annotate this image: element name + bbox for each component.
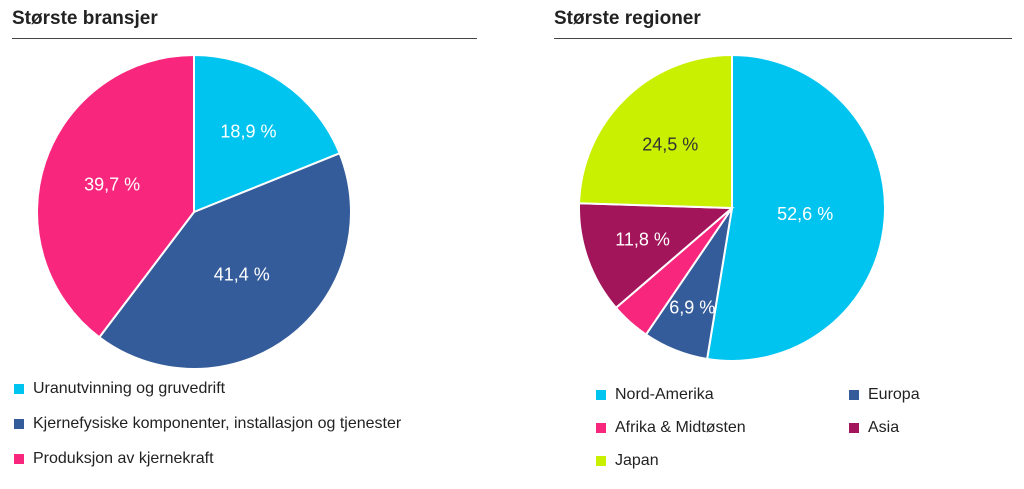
industry-slice-label-kjernefysiske-komponenter-installasjon-og-tjenester: 41,4 % [214, 264, 270, 284]
legend-label: Asia [868, 419, 900, 436]
industries-title: Største bransjer [12, 8, 158, 29]
legend-item-africa-middle-east: Afrika & Midtøsten [596, 419, 746, 437]
legend-item-components: Kjernefysiske komponenter, installasjon … [14, 415, 401, 433]
regions-pie-chart: 52,6 % 6,9 % 11,8 % 24,5 % [578, 53, 886, 362]
legend-swatch [849, 390, 859, 400]
region-slice-label-europa: 6,9 % [669, 297, 715, 317]
region-slice-japan [578, 53, 733, 210]
legend-item-mining: Uranutvinning og gruvedrift [14, 380, 225, 398]
legend-swatch [849, 423, 859, 433]
legend-swatch [14, 454, 24, 464]
legend-swatch [596, 456, 606, 466]
legend-label: Japan [615, 452, 659, 469]
industry-slice-produksjon-av-kjernekraft [36, 53, 195, 339]
legend-label: Produksjon av kjernekraft [33, 450, 214, 467]
legend-item-production: Produksjon av kjernekraft [14, 450, 214, 468]
legend-label: Nord-Amerika [615, 386, 714, 403]
legend-item-asia: Asia [849, 419, 899, 437]
industries-title-rule [12, 38, 477, 39]
legend-swatch [14, 384, 24, 394]
legend-item-europe: Europa [849, 386, 920, 404]
legend-swatch [596, 390, 606, 400]
region-slice-nord-amerika [705, 53, 886, 362]
legend-item-japan: Japan [596, 452, 659, 470]
legend-swatch [596, 423, 606, 433]
legend-label: Kjernefysiske komponenter, installasjon … [33, 415, 402, 432]
industry-slice-uranutvinning-og-gruvedrift [193, 53, 341, 214]
legend-item-north-america: Nord-Amerika [596, 386, 714, 404]
region-slice-label-asia: 11,8 % [615, 230, 670, 250]
industries-pie-chart: 18,9 % 41,4 % 39,7 % [36, 53, 352, 370]
industry-slice-label-produksjon-av-kjernekraft: 39,7 % [84, 175, 140, 195]
regions-panel: Største regioner 52,6 % 6,9 % 11,8 % 24,5 %… [540, 0, 1024, 489]
region-slice-label-japan: 24,5 % [642, 134, 698, 154]
industry-slice-label-uranutvinning-og-gruvedrift: 18,9 % [220, 121, 276, 141]
industry-slice-kjernefysiske-komponenter-installasjon-og-tjenester [97, 151, 352, 370]
industries-panel: Største bransjer 18,9 % 41,4 % 39,7 % Uran… [0, 0, 490, 489]
regions-title-rule [554, 38, 1012, 39]
legend-label: Uranutvinning og gruvedrift [33, 380, 226, 397]
legend-swatch [14, 419, 24, 429]
legend-label: Afrika & Midtøsten [615, 419, 746, 436]
region-slice-asia [578, 202, 735, 310]
legend-label: Europa [868, 386, 920, 403]
region-slice-label-nord-amerika: 52,6 % [777, 204, 833, 224]
regions-title: Største regioner [554, 8, 701, 29]
